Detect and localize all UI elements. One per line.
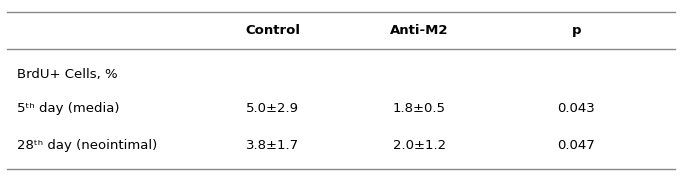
Text: 5ᵗʰ day (media): 5ᵗʰ day (media) [17,102,119,115]
Text: 0.047: 0.047 [557,139,595,152]
Text: 28ᵗʰ day (neointimal): 28ᵗʰ day (neointimal) [17,139,158,152]
Text: 2.0±1.2: 2.0±1.2 [393,139,446,152]
Text: 1.8±0.5: 1.8±0.5 [393,102,446,115]
Text: Anti-M2: Anti-M2 [390,24,449,37]
Text: Control: Control [246,24,300,37]
Text: BrdU+ Cells, %: BrdU+ Cells, % [17,68,118,81]
Text: 0.043: 0.043 [557,102,595,115]
Text: 5.0±2.9: 5.0±2.9 [246,102,299,115]
Text: p: p [572,24,581,37]
Text: 3.8±1.7: 3.8±1.7 [246,139,299,152]
